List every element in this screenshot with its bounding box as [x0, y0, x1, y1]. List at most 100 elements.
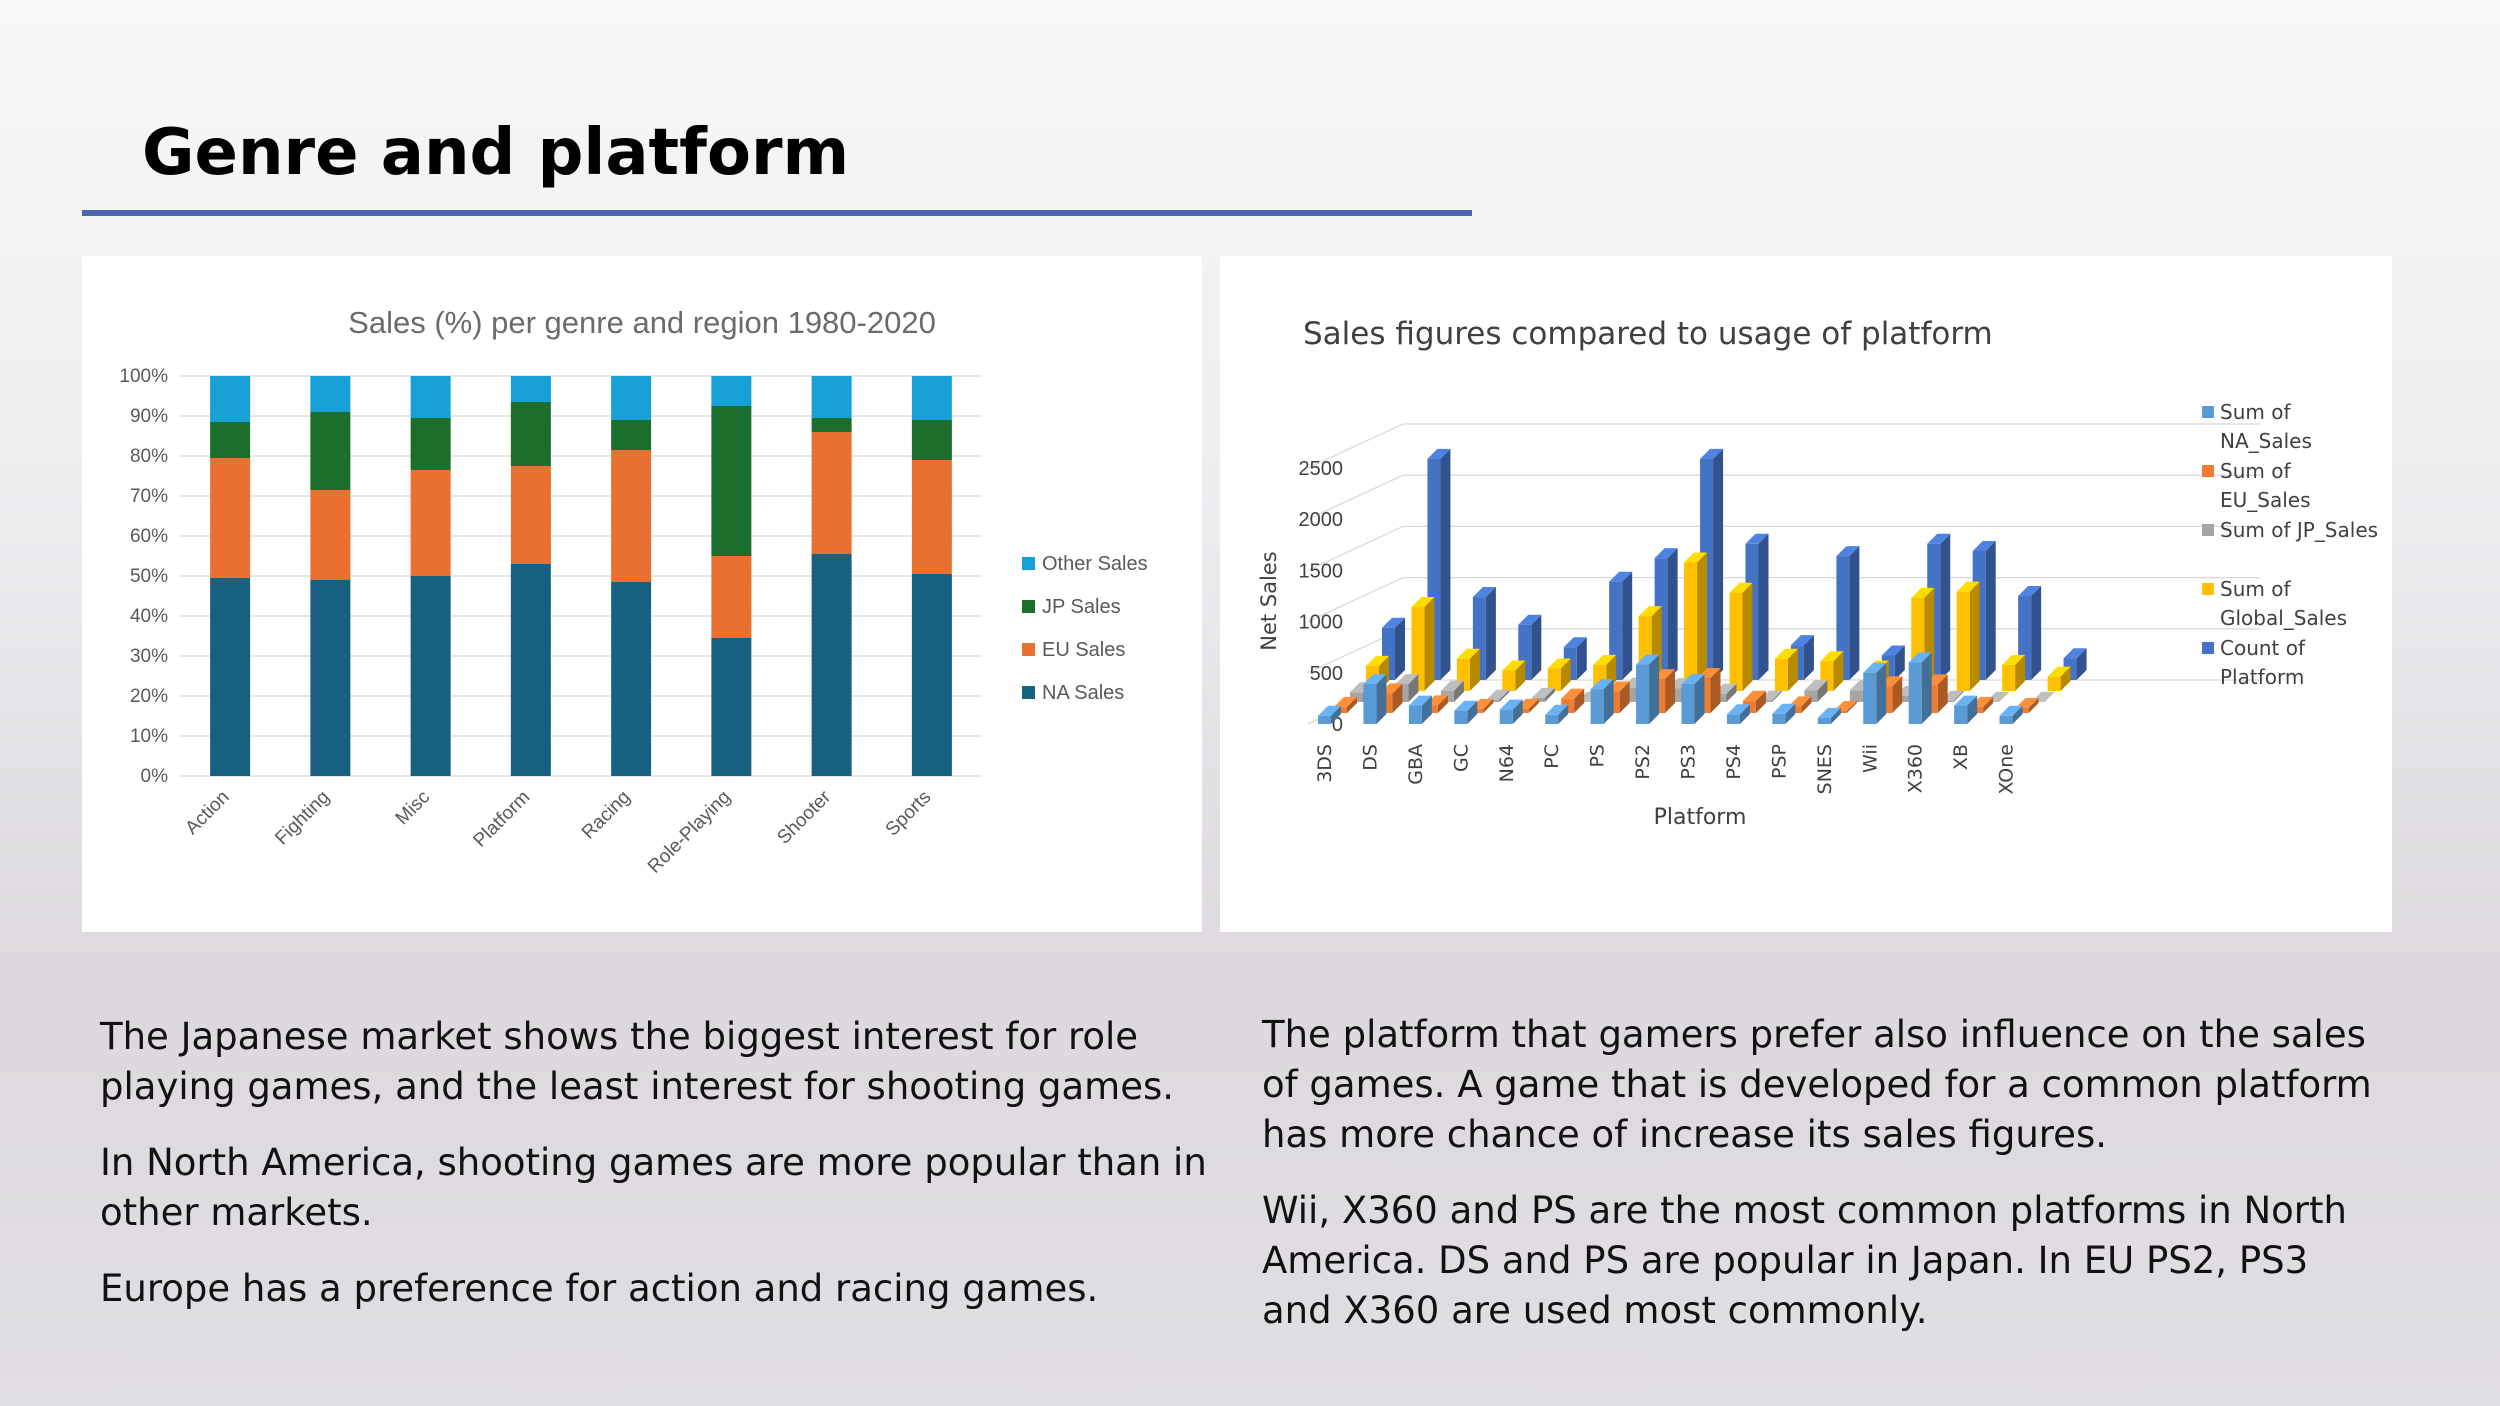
bar-side: [1453, 680, 1464, 702]
chart-title: Sales (%) per genre and region 1980-2020: [348, 305, 936, 340]
y-tick-label: 80%: [130, 446, 168, 467]
x-tick-label: PS3: [1678, 744, 1700, 780]
bar-side: [1347, 696, 1357, 713]
bar-side: [2060, 666, 2071, 691]
bar-side: [1574, 688, 1585, 713]
y-tick-label: 2500: [1299, 458, 1344, 480]
platform-sales-3d-chart: Sales figures compared to usage of platf…: [1257, 316, 2378, 830]
bar-segment: [911, 460, 952, 574]
bar-side: [1999, 691, 2010, 702]
bar-top: [1911, 587, 1935, 598]
bar-side: [1331, 705, 1341, 724]
bar-side: [1694, 674, 1705, 724]
bar-top: [1726, 704, 1750, 715]
bar-top: [1609, 571, 1633, 582]
bar-side: [1849, 546, 1860, 680]
bar-top: [1654, 548, 1678, 559]
bar-side: [1485, 587, 1496, 680]
bar-side: [1846, 700, 1857, 713]
bar-side: [1395, 617, 1405, 680]
genre-commentary: The Japanese market shows the biggest in…: [100, 1012, 1210, 1340]
bar-segment: [611, 582, 652, 776]
y-tick-label: 70%: [130, 486, 168, 507]
x-tick-label: PSP: [1768, 744, 1790, 779]
bar-side: [2076, 648, 2087, 680]
bar-front: [1547, 668, 1561, 691]
bar-front: [1502, 670, 1516, 691]
bar-top: [2015, 697, 2039, 708]
bar-side: [1758, 533, 1769, 680]
legend-label: JP Sales: [1042, 596, 1121, 618]
bar-side: [1528, 698, 1539, 713]
bar-side: [1649, 654, 1660, 724]
bar-side: [1515, 660, 1526, 691]
bar-side: [1667, 548, 1678, 680]
bar-top: [1318, 705, 1341, 716]
x-tick-label: X360: [1905, 744, 1927, 793]
bar-side: [1512, 699, 1523, 724]
y-tick-label: 50%: [130, 566, 168, 587]
x-tick-label: Racing: [578, 787, 635, 844]
bar-front: [2047, 676, 2061, 691]
y-tick-label: 60%: [130, 526, 168, 547]
bar-segment: [510, 466, 551, 564]
bar-top: [1531, 687, 1555, 698]
bar-top: [1561, 688, 1585, 699]
bar-front: [1956, 591, 1970, 691]
y-tick-label: 100%: [119, 366, 168, 387]
x-tick-label: PS: [1587, 744, 1609, 768]
bar-segment: [811, 418, 852, 432]
x-tick-label: SNES: [1814, 744, 1836, 794]
bar-side: [1785, 703, 1796, 724]
bar-top: [1366, 655, 1389, 666]
bar-side: [1376, 674, 1387, 724]
bar-front: [2002, 664, 2016, 691]
bar-top: [1395, 674, 1419, 685]
x-tick-label: XOne: [1996, 744, 2018, 795]
bar-front: [1411, 607, 1425, 691]
bar-side: [1940, 533, 1951, 680]
bar-side: [2028, 697, 2039, 713]
platform-chart-panel: Sales figures compared to usage of platf…: [1220, 256, 2392, 932]
legend-swatch: [1022, 557, 1035, 570]
legend-swatch: [2202, 583, 2214, 595]
genre-chart-panel: Sales (%) per genre and region 1980-2020…: [82, 256, 1202, 932]
bar-side: [1408, 674, 1419, 702]
paragraph: In North America, shooting games are mor…: [100, 1141, 1207, 1234]
paragraph: The Japanese market shows the biggest in…: [100, 1015, 1175, 1108]
x-tick-label: XB: [1950, 744, 1972, 770]
bar-top: [1684, 552, 1708, 563]
bar-side: [1787, 648, 1798, 691]
bar-top: [1774, 648, 1798, 659]
bar-top: [1427, 448, 1451, 459]
bar-side: [1801, 696, 1812, 713]
bar-front: [1590, 689, 1604, 724]
y-tick-label: 1500: [1299, 560, 1344, 582]
bar-top: [1954, 695, 1978, 706]
y-axis-title: Net Sales: [1257, 551, 1281, 650]
legend-swatch: [2202, 524, 2214, 536]
legend-label: NA Sales: [1042, 682, 1124, 704]
paragraph: Europe has a preference for action and r…: [100, 1267, 1099, 1310]
title-underline: [82, 210, 1472, 216]
bar-side: [2044, 691, 2055, 702]
legend-label: Other Sales: [1042, 553, 1148, 575]
bar-top: [1927, 533, 1951, 544]
bar-front: [1817, 717, 1831, 724]
bar-front: [1408, 705, 1422, 724]
x-tick-label: PS4: [1723, 744, 1745, 780]
bar-front: [1318, 715, 1331, 724]
bar-side: [1876, 662, 1887, 724]
bar-side: [1499, 689, 1510, 702]
bar-side: [1817, 680, 1828, 702]
bar-front: [1774, 658, 1788, 691]
bar-side: [1483, 698, 1494, 713]
bar-side: [1544, 687, 1555, 702]
bar-side: [1665, 669, 1676, 713]
bar-side: [1710, 668, 1721, 713]
bar-segment: [510, 376, 551, 402]
bar-top: [1790, 635, 1814, 646]
bar-side: [1967, 695, 1978, 724]
bar-side: [1953, 690, 1964, 702]
x-tick-label: Sports: [882, 787, 936, 841]
